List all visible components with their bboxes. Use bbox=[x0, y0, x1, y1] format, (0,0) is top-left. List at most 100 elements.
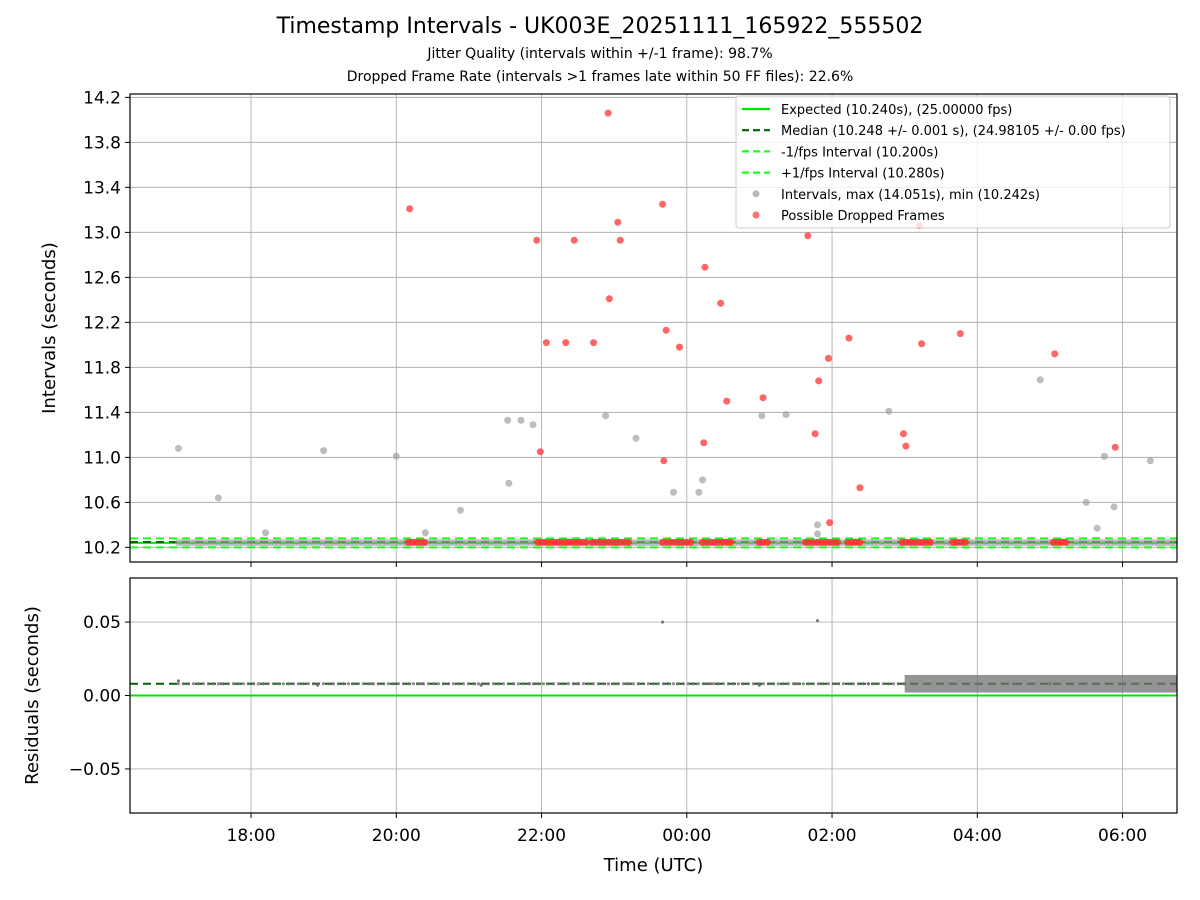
residual-point bbox=[371, 682, 376, 686]
residual-point bbox=[261, 682, 266, 686]
residual-point bbox=[481, 682, 486, 686]
residual-point bbox=[886, 682, 891, 686]
residual-point bbox=[326, 682, 331, 686]
residual-point bbox=[901, 682, 906, 686]
residual-point bbox=[801, 682, 806, 686]
residual-point bbox=[321, 682, 326, 686]
residual-point bbox=[306, 682, 311, 686]
residual-point bbox=[711, 682, 716, 686]
interval-point bbox=[1100, 452, 1108, 460]
interval-point bbox=[320, 447, 328, 455]
dropped-frame-point bbox=[605, 295, 613, 303]
residual-point bbox=[526, 682, 531, 686]
dropped-frame-point bbox=[662, 326, 670, 334]
interval-point bbox=[1082, 498, 1090, 506]
y-tick-label: 0.05 bbox=[83, 613, 121, 633]
residual-point bbox=[861, 682, 866, 686]
chart-subtitle-dropped: Dropped Frame Rate (intervals >1 frames … bbox=[346, 69, 854, 85]
residual-point bbox=[611, 682, 616, 686]
interval-point bbox=[505, 479, 513, 487]
residual-point bbox=[796, 682, 801, 686]
residual-point bbox=[676, 682, 681, 686]
residual-point bbox=[381, 682, 386, 686]
residual-point bbox=[256, 682, 261, 686]
dropped-frame-point bbox=[717, 299, 725, 307]
residual-point bbox=[231, 682, 236, 686]
y-tick-label: 10.2 bbox=[83, 538, 121, 558]
residual-point bbox=[186, 682, 191, 686]
dropped-frame-point bbox=[918, 340, 926, 348]
residual-point bbox=[666, 682, 671, 686]
interval-point bbox=[669, 488, 677, 496]
interval-point bbox=[504, 416, 512, 424]
legend-label: Intervals, max (14.051s), min (10.242s) bbox=[781, 188, 1040, 203]
dropped-frame-point bbox=[533, 236, 541, 244]
interval-point bbox=[1110, 503, 1118, 511]
residual-point bbox=[386, 682, 391, 686]
residual-point bbox=[276, 682, 281, 686]
residual-point bbox=[811, 682, 816, 686]
residual-point bbox=[391, 682, 396, 686]
residual-point bbox=[891, 682, 896, 686]
dropped-frame-point bbox=[1111, 443, 1119, 451]
y-tick-label: 14.2 bbox=[83, 88, 121, 108]
residual-point bbox=[706, 682, 711, 686]
residual-point bbox=[716, 682, 721, 686]
dropped-frame-point bbox=[536, 448, 544, 456]
residual-point bbox=[581, 682, 586, 686]
residual-point bbox=[751, 682, 756, 686]
y-tick-label: 11.0 bbox=[83, 448, 121, 468]
residual-point bbox=[856, 682, 861, 686]
residual-point bbox=[736, 682, 741, 686]
chart-subtitle-jitter: Jitter Quality (intervals within +/-1 fr… bbox=[427, 46, 773, 62]
legend-label: -1/fps Interval (10.200s) bbox=[781, 145, 938, 160]
residual-point bbox=[456, 682, 461, 686]
residual-point bbox=[636, 682, 641, 686]
baseline-marker bbox=[582, 538, 590, 546]
residual-point bbox=[451, 682, 456, 686]
residual-point bbox=[396, 682, 401, 686]
residual-point bbox=[196, 682, 201, 686]
x-tick-label: 02:00 bbox=[808, 826, 857, 846]
residual-point bbox=[501, 682, 506, 686]
dropped-frame-point bbox=[659, 200, 667, 208]
baseline-marker bbox=[1061, 538, 1070, 546]
y-tick-label: 11.8 bbox=[83, 358, 121, 378]
residual-point bbox=[426, 682, 431, 686]
dropped-frame-point bbox=[542, 339, 550, 347]
residual-point bbox=[356, 682, 361, 686]
residual-point bbox=[376, 682, 381, 686]
residual-point bbox=[671, 682, 676, 686]
residual-point bbox=[336, 682, 341, 686]
x-tick-label: 20:00 bbox=[372, 826, 421, 846]
residual-point bbox=[794, 682, 798, 686]
residual-point bbox=[291, 682, 296, 686]
residual-point bbox=[311, 682, 316, 686]
residual-point bbox=[521, 682, 526, 686]
residual-point bbox=[406, 682, 411, 686]
x-tick-label: 06:00 bbox=[1098, 826, 1147, 846]
residual-point bbox=[201, 682, 206, 686]
interval-point bbox=[602, 412, 610, 420]
legend-label: Possible Dropped Frames bbox=[781, 209, 945, 224]
residual-point bbox=[219, 682, 223, 686]
legend-label: Median (10.248 +/- 0.001 s), (24.98105 +… bbox=[781, 124, 1126, 139]
x-tick-label: 18:00 bbox=[227, 826, 276, 846]
residual-point bbox=[826, 682, 831, 686]
dropped-frame-point bbox=[700, 439, 708, 447]
residual-point bbox=[876, 682, 881, 686]
residual-point bbox=[226, 682, 231, 686]
residual-point bbox=[661, 682, 666, 686]
residual-point bbox=[431, 682, 436, 686]
residual-point bbox=[176, 682, 181, 686]
interval-point bbox=[782, 411, 790, 419]
residual-point bbox=[476, 682, 481, 686]
y-tick-label: 13.8 bbox=[83, 133, 121, 153]
dropped-frame-point bbox=[956, 330, 964, 338]
baseline-marker bbox=[726, 538, 735, 546]
residual-point bbox=[786, 682, 791, 686]
legend-marker bbox=[752, 211, 760, 219]
residual-point bbox=[301, 682, 306, 686]
residual-point bbox=[446, 682, 451, 686]
residual-point bbox=[181, 682, 186, 686]
